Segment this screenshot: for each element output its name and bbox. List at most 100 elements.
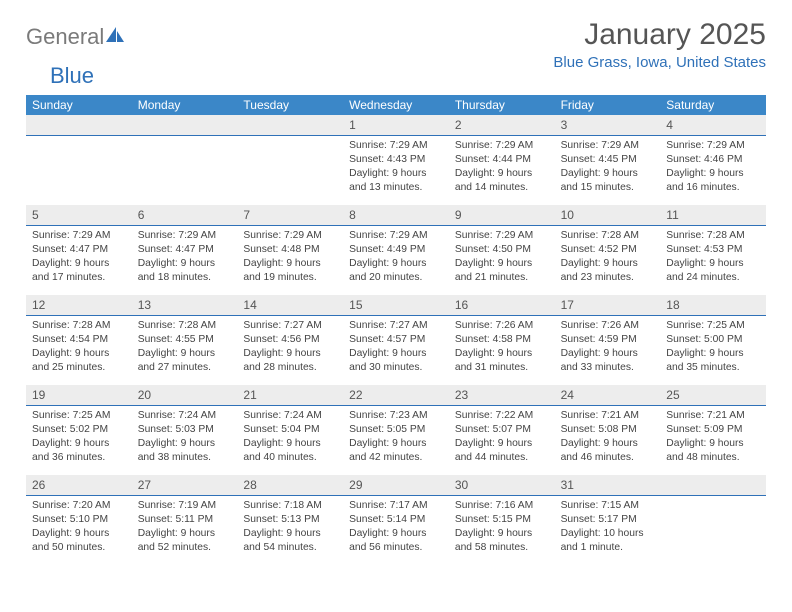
day-number: 15 xyxy=(343,295,449,316)
day-number xyxy=(660,475,766,496)
week-row: 12Sunrise: 7:28 AMSunset: 4:54 PMDayligh… xyxy=(26,295,766,385)
day-body: Sunrise: 7:28 AMSunset: 4:52 PMDaylight:… xyxy=(555,226,661,291)
sunset-text: Sunset: 4:50 PM xyxy=(455,243,549,257)
sunset-text: Sunset: 5:08 PM xyxy=(561,423,655,437)
sunrise-text: Sunrise: 7:29 AM xyxy=(349,139,443,153)
week-row: 26Sunrise: 7:20 AMSunset: 5:10 PMDayligh… xyxy=(26,475,766,565)
day-cell: 21Sunrise: 7:24 AMSunset: 5:04 PMDayligh… xyxy=(237,385,343,475)
day-cell: 30Sunrise: 7:16 AMSunset: 5:15 PMDayligh… xyxy=(449,475,555,565)
day-number xyxy=(26,115,132,136)
day-number: 22 xyxy=(343,385,449,406)
daylight-text-1: Daylight: 9 hours xyxy=(243,437,337,451)
day-body: Sunrise: 7:19 AMSunset: 5:11 PMDaylight:… xyxy=(132,496,238,561)
sunset-text: Sunset: 5:05 PM xyxy=(349,423,443,437)
day-cell: 20Sunrise: 7:24 AMSunset: 5:03 PMDayligh… xyxy=(132,385,238,475)
daylight-text-1: Daylight: 9 hours xyxy=(138,527,232,541)
day-number: 21 xyxy=(237,385,343,406)
day-body: Sunrise: 7:29 AMSunset: 4:43 PMDaylight:… xyxy=(343,136,449,201)
day-cell: 11Sunrise: 7:28 AMSunset: 4:53 PMDayligh… xyxy=(660,205,766,295)
day-body: Sunrise: 7:21 AMSunset: 5:08 PMDaylight:… xyxy=(555,406,661,471)
day-cell: 3Sunrise: 7:29 AMSunset: 4:45 PMDaylight… xyxy=(555,115,661,205)
sunset-text: Sunset: 4:53 PM xyxy=(666,243,760,257)
sunrise-text: Sunrise: 7:29 AM xyxy=(455,229,549,243)
sunrise-text: Sunrise: 7:28 AM xyxy=(561,229,655,243)
day-cell: 17Sunrise: 7:26 AMSunset: 4:59 PMDayligh… xyxy=(555,295,661,385)
day-cell: 2Sunrise: 7:29 AMSunset: 4:44 PMDaylight… xyxy=(449,115,555,205)
day-number: 9 xyxy=(449,205,555,226)
day-body: Sunrise: 7:22 AMSunset: 5:07 PMDaylight:… xyxy=(449,406,555,471)
daylight-text-2: and 19 minutes. xyxy=(243,271,337,285)
daylight-text-2: and 52 minutes. xyxy=(138,541,232,555)
day-cell: 4Sunrise: 7:29 AMSunset: 4:46 PMDaylight… xyxy=(660,115,766,205)
sunset-text: Sunset: 4:47 PM xyxy=(138,243,232,257)
daylight-text-1: Daylight: 9 hours xyxy=(666,347,760,361)
day-header-cell: Thursday xyxy=(449,95,555,115)
day-body: Sunrise: 7:25 AMSunset: 5:00 PMDaylight:… xyxy=(660,316,766,381)
day-body: Sunrise: 7:24 AMSunset: 5:04 PMDaylight:… xyxy=(237,406,343,471)
day-header-cell: Friday xyxy=(555,95,661,115)
sunset-text: Sunset: 4:47 PM xyxy=(32,243,126,257)
daylight-text-2: and 38 minutes. xyxy=(138,451,232,465)
daylight-text-1: Daylight: 10 hours xyxy=(561,527,655,541)
day-cell: 22Sunrise: 7:23 AMSunset: 5:05 PMDayligh… xyxy=(343,385,449,475)
daylight-text-2: and 33 minutes. xyxy=(561,361,655,375)
day-number: 23 xyxy=(449,385,555,406)
sunrise-text: Sunrise: 7:27 AM xyxy=(243,319,337,333)
day-cell: 26Sunrise: 7:20 AMSunset: 5:10 PMDayligh… xyxy=(26,475,132,565)
day-cell: 15Sunrise: 7:27 AMSunset: 4:57 PMDayligh… xyxy=(343,295,449,385)
day-body: Sunrise: 7:24 AMSunset: 5:03 PMDaylight:… xyxy=(132,406,238,471)
daylight-text-2: and 27 minutes. xyxy=(138,361,232,375)
day-number: 28 xyxy=(237,475,343,496)
sunset-text: Sunset: 4:48 PM xyxy=(243,243,337,257)
day-number: 5 xyxy=(26,205,132,226)
day-cell xyxy=(26,115,132,205)
daylight-text-1: Daylight: 9 hours xyxy=(666,437,760,451)
day-header-row: SundayMondayTuesdayWednesdayThursdayFrid… xyxy=(26,95,766,115)
day-body: Sunrise: 7:16 AMSunset: 5:15 PMDaylight:… xyxy=(449,496,555,561)
sunset-text: Sunset: 4:49 PM xyxy=(349,243,443,257)
daylight-text-2: and 42 minutes. xyxy=(349,451,443,465)
day-number: 6 xyxy=(132,205,238,226)
day-cell: 18Sunrise: 7:25 AMSunset: 5:00 PMDayligh… xyxy=(660,295,766,385)
day-body: Sunrise: 7:17 AMSunset: 5:14 PMDaylight:… xyxy=(343,496,449,561)
day-body: Sunrise: 7:28 AMSunset: 4:54 PMDaylight:… xyxy=(26,316,132,381)
day-number: 12 xyxy=(26,295,132,316)
sunset-text: Sunset: 4:56 PM xyxy=(243,333,337,347)
daylight-text-1: Daylight: 9 hours xyxy=(243,257,337,271)
sunrise-text: Sunrise: 7:28 AM xyxy=(666,229,760,243)
sunrise-text: Sunrise: 7:19 AM xyxy=(138,499,232,513)
day-header-cell: Monday xyxy=(132,95,238,115)
sunset-text: Sunset: 5:00 PM xyxy=(666,333,760,347)
title-block: January 2025 Blue Grass, Iowa, United St… xyxy=(553,18,766,77)
daylight-text-1: Daylight: 9 hours xyxy=(561,167,655,181)
day-cell: 28Sunrise: 7:18 AMSunset: 5:13 PMDayligh… xyxy=(237,475,343,565)
day-cell: 1Sunrise: 7:29 AMSunset: 4:43 PMDaylight… xyxy=(343,115,449,205)
day-header-cell: Tuesday xyxy=(237,95,343,115)
day-body: Sunrise: 7:26 AMSunset: 4:59 PMDaylight:… xyxy=(555,316,661,381)
day-number: 2 xyxy=(449,115,555,136)
day-cell: 24Sunrise: 7:21 AMSunset: 5:08 PMDayligh… xyxy=(555,385,661,475)
day-body: Sunrise: 7:18 AMSunset: 5:13 PMDaylight:… xyxy=(237,496,343,561)
sunset-text: Sunset: 5:04 PM xyxy=(243,423,337,437)
sunset-text: Sunset: 4:46 PM xyxy=(666,153,760,167)
day-cell: 5Sunrise: 7:29 AMSunset: 4:47 PMDaylight… xyxy=(26,205,132,295)
day-number: 14 xyxy=(237,295,343,316)
daylight-text-2: and 24 minutes. xyxy=(666,271,760,285)
daylight-text-2: and 21 minutes. xyxy=(455,271,549,285)
daylight-text-2: and 48 minutes. xyxy=(666,451,760,465)
day-header-cell: Saturday xyxy=(660,95,766,115)
day-cell: 10Sunrise: 7:28 AMSunset: 4:52 PMDayligh… xyxy=(555,205,661,295)
calendar: SundayMondayTuesdayWednesdayThursdayFrid… xyxy=(26,95,766,565)
daylight-text-2: and 14 minutes. xyxy=(455,181,549,195)
month-title: January 2025 xyxy=(553,18,766,52)
daylight-text-2: and 23 minutes. xyxy=(561,271,655,285)
sunrise-text: Sunrise: 7:29 AM xyxy=(666,139,760,153)
calendar-page: General January 2025 Blue Grass, Iowa, U… xyxy=(0,0,792,577)
day-number: 18 xyxy=(660,295,766,316)
day-body xyxy=(237,136,343,196)
daylight-text-2: and 16 minutes. xyxy=(666,181,760,195)
sunset-text: Sunset: 4:54 PM xyxy=(32,333,126,347)
daylight-text-2: and 17 minutes. xyxy=(32,271,126,285)
day-number: 26 xyxy=(26,475,132,496)
logo-sail-icon xyxy=(104,25,126,50)
